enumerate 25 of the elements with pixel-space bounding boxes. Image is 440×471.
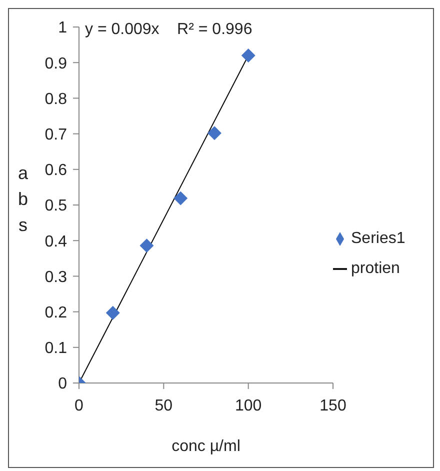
point	[106, 306, 120, 320]
y-tick-label: 0.5	[44, 198, 68, 215]
x-tick-label: 150	[320, 397, 346, 414]
point	[207, 126, 222, 140]
y-tick-label: 0	[58, 376, 68, 393]
x-axis-title: conc µ/ml	[172, 438, 240, 455]
y-tick-label: 0.2	[44, 304, 68, 322]
y-tick-label: 0.7	[44, 126, 68, 144]
legend-label: Series1	[351, 230, 406, 247]
x-tick-label: 100	[234, 397, 262, 414]
y-tick-label: 1	[58, 20, 68, 37]
y-tick-label: 0.3	[44, 268, 68, 286]
annotation: y = 0.009x R² = 0.996	[85, 21, 252, 39]
y-tick-label: 0.4	[44, 233, 68, 250]
point	[241, 48, 256, 62]
point	[140, 238, 154, 253]
x-tick-label: 0	[74, 397, 84, 414]
point	[174, 191, 188, 206]
y-axis-title: abs	[18, 163, 29, 235]
legend-label: protien	[351, 260, 400, 277]
y-tick-label: 0.1	[44, 340, 68, 358]
y-tick-label: 0.8	[44, 90, 68, 108]
x-tick-label: 50	[154, 397, 173, 414]
y-tick-label: 0.6	[44, 162, 68, 180]
y-tick-label: 0.9	[44, 55, 68, 72]
